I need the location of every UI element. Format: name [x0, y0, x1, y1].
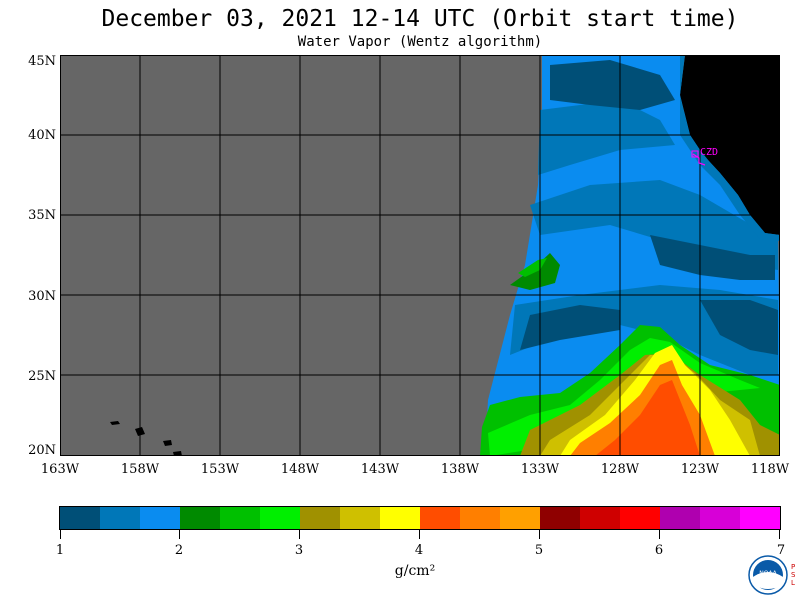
- moisture-band-mid-central: [530, 180, 778, 270]
- colorbar-tick: [539, 529, 540, 539]
- lat-label-30n: 30N: [28, 289, 56, 304]
- colorbar-segment-17: [700, 507, 740, 529]
- water-vapor-map: CZD: [60, 55, 780, 456]
- colorbar-segment-18: [740, 507, 780, 529]
- colorbar-tick: [299, 529, 300, 539]
- colorbar-segment-8: [340, 507, 380, 529]
- colorbar-segment-4: [180, 507, 220, 529]
- moisture-band-dry-east: [700, 300, 778, 355]
- moisture-band-mid-north: [538, 100, 675, 175]
- colorbar-segment-6: [260, 507, 300, 529]
- colorbar-segment-12: [500, 507, 540, 529]
- colorbar-segment-14: [580, 507, 620, 529]
- colorbar-tick: [419, 529, 420, 539]
- moisture-band-dry-north: [550, 60, 675, 110]
- lon-label-118w: 118W: [750, 462, 790, 477]
- colorbar-tick: [659, 529, 660, 539]
- lon-label-143w: 143W: [360, 462, 400, 477]
- colorbar-units: g/cm²: [394, 563, 436, 579]
- colorbar-label-4: 4: [414, 543, 424, 558]
- czd-station-box: [691, 150, 699, 158]
- lon-label-123w: 123W: [680, 462, 720, 477]
- lon-label-148w: 148W: [280, 462, 320, 477]
- colorbar-segment-2: [100, 507, 140, 529]
- lon-label-153w: 153W: [200, 462, 240, 477]
- lon-label-128w: 128W: [600, 462, 640, 477]
- colorbar-segment-1: [60, 507, 100, 529]
- colorbar-label-2: 2: [174, 543, 184, 558]
- lat-label-40n: 40N: [28, 128, 56, 143]
- colorbar-segment-16: [660, 507, 700, 529]
- color-legend-bar: [59, 506, 781, 530]
- colorbar-label-6: 6: [654, 543, 664, 558]
- colorbar-tick: [60, 529, 61, 539]
- colorbar-label-1: 1: [55, 543, 65, 558]
- noaa-logo: NOAA: [748, 555, 788, 595]
- plume-red-orange: [595, 380, 700, 456]
- colorbar-segment-7: [300, 507, 340, 529]
- map-grid: [60, 55, 780, 456]
- colorbar-segment-10: [420, 507, 460, 529]
- colorbar-segment-11: [460, 507, 500, 529]
- lat-label-20n: 20N: [28, 443, 56, 458]
- hawaii-island-4: [173, 451, 182, 456]
- colorbar-segment-9: [380, 507, 420, 529]
- lon-label-158w: 158W: [120, 462, 160, 477]
- colorbar-label-7: 7: [776, 543, 786, 558]
- hawaii-island-1: [110, 421, 120, 425]
- map-frame: [60, 55, 780, 456]
- colorbar-segment-5: [220, 507, 260, 529]
- colorbar-label-5: 5: [534, 543, 544, 558]
- colorbar-tick: [179, 529, 180, 539]
- lon-label-138w: 138W: [440, 462, 480, 477]
- colorbar-segment-15: [620, 507, 660, 529]
- colorbar-label-3: 3: [294, 543, 304, 558]
- map-title: December 03, 2021 12-14 UTC (Orbit start…: [101, 6, 739, 32]
- lon-label-163w: 163W: [40, 462, 80, 477]
- lat-label-45n: 45N: [28, 54, 56, 69]
- lon-label-133w: 133W: [520, 462, 560, 477]
- moisture-band-dry-south: [520, 305, 620, 350]
- colorbar-segment-13: [540, 507, 580, 529]
- noaa-logo-text: NOAA: [759, 570, 777, 577]
- colorbar-segment-3: [140, 507, 180, 529]
- czd-station-marker: [692, 153, 706, 166]
- lat-label-35n: 35N: [28, 208, 56, 223]
- czd-station-label: CZD: [700, 147, 718, 158]
- lat-label-25n: 25N: [28, 369, 56, 384]
- moisture-band-dry-central: [650, 235, 775, 280]
- map-subtitle: Water Vapor (Wentz algorithm): [297, 34, 543, 50]
- hawaii-island-3: [163, 440, 172, 446]
- north-america-land: [680, 55, 780, 235]
- colorbar-tick: [779, 529, 780, 539]
